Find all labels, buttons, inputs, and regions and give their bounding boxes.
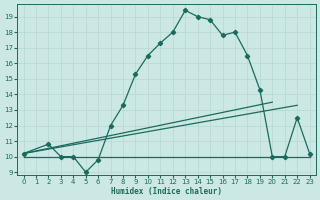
X-axis label: Humidex (Indice chaleur): Humidex (Indice chaleur) xyxy=(111,187,222,196)
